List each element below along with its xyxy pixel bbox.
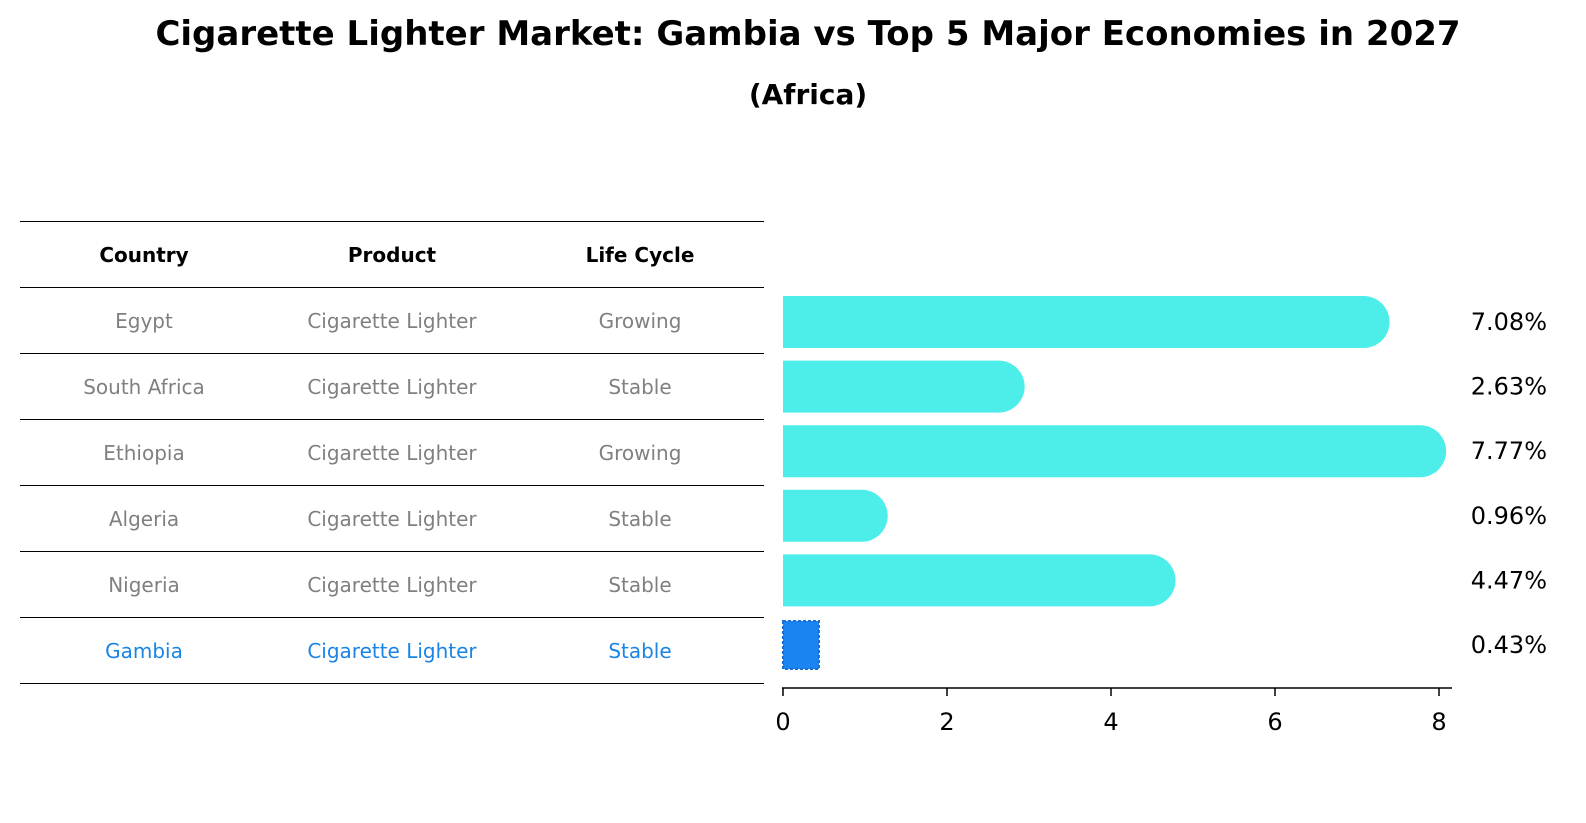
table-row-highlight: Gambia Cigarette Lighter Stable <box>20 617 764 684</box>
chart-title: Cigarette Lighter Market: Gambia vs Top … <box>155 14 1461 54</box>
bar-algeria <box>783 489 888 542</box>
x-tick-label: 4 <box>1103 708 1118 736</box>
table-row: Algeria Cigarette Lighter Stable <box>20 485 764 552</box>
table-row: Ethiopia Cigarette Lighter Growing <box>20 419 764 486</box>
data-table: Country Product Life Cycle Egypt Cigaret… <box>20 221 764 684</box>
x-tick-label: 0 <box>775 708 790 736</box>
value-label-algeria: 0.96% <box>1471 502 1547 530</box>
cell-country: Ethiopia <box>20 419 268 486</box>
x-tick-label: 6 <box>1267 708 1282 736</box>
value-label-ethiopia: 7.77% <box>1471 437 1547 465</box>
table-row: Nigeria Cigarette Lighter Stable <box>20 551 764 618</box>
bar-ethiopia <box>783 425 1447 478</box>
bar-egypt <box>783 296 1390 348</box>
cell-product: Cigarette Lighter <box>268 419 516 486</box>
cell-product: Cigarette Lighter <box>268 353 516 420</box>
cell-life-cycle: Stable <box>516 551 764 618</box>
value-label-nigeria: 4.47% <box>1471 566 1547 594</box>
cell-life-cycle: Stable <box>516 485 764 552</box>
cell-product: Cigarette Lighter <box>268 551 516 618</box>
cell-country: Algeria <box>20 485 268 552</box>
value-label-egypt: 7.08% <box>1471 308 1547 336</box>
x-tick-label: 2 <box>939 708 954 736</box>
bar-south-africa <box>783 360 1025 413</box>
cell-life-cycle: Stable <box>516 353 764 420</box>
header-product: Product <box>268 221 516 288</box>
table-row: Egypt Cigarette Lighter Growing <box>20 287 764 354</box>
bar-gambia <box>782 620 820 670</box>
cell-life-cycle: Growing <box>516 419 764 486</box>
header-country: Country <box>20 221 268 288</box>
cell-product: Cigarette Lighter <box>268 287 516 354</box>
value-label-gambia: 0.43% <box>1471 631 1547 659</box>
cell-product: Cigarette Lighter <box>268 485 516 552</box>
cell-country: South Africa <box>20 353 268 420</box>
cell-country: Gambia <box>20 617 268 684</box>
cell-life-cycle: Stable <box>516 617 764 684</box>
x-tick-label: 8 <box>1431 708 1446 736</box>
cell-country: Nigeria <box>20 551 268 618</box>
value-label-south-africa: 2.63% <box>1471 373 1547 401</box>
cell-country: Egypt <box>20 287 268 354</box>
table-row: South Africa Cigarette Lighter Stable <box>20 353 764 420</box>
cell-product: Cigarette Lighter <box>268 617 516 684</box>
cell-life-cycle: Growing <box>516 287 764 354</box>
table-header-row: Country Product Life Cycle <box>20 221 764 288</box>
chart-subtitle: (Africa) <box>748 78 868 111</box>
header-life-cycle: Life Cycle <box>516 221 764 288</box>
bar-nigeria <box>783 554 1176 607</box>
